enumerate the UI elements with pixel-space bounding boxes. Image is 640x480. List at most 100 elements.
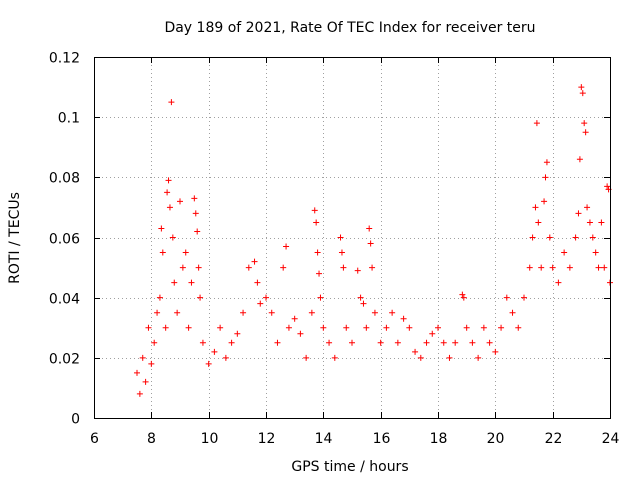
data-point [572,234,579,241]
x-tick-label: 12 [258,431,276,447]
data-point [303,354,310,361]
data-point [486,339,493,346]
data-point [317,294,324,301]
data-point [257,300,264,307]
data-point [274,339,281,346]
data-point [367,240,374,247]
data-point [145,324,152,331]
data-point [412,348,419,355]
data-point [354,267,361,274]
data-point [423,339,430,346]
data-point [509,309,516,316]
data-point [188,279,195,286]
data-point [283,243,290,250]
data-point [251,258,258,265]
data-point [575,210,582,217]
data-point [159,249,166,256]
data-point [360,300,367,307]
data-point [240,309,247,316]
data-point [199,339,206,346]
data-point [542,174,549,181]
data-point [313,219,320,226]
data-point [211,348,218,355]
data-point [578,84,585,91]
data-point [377,339,384,346]
data-point [182,249,189,256]
data-point [452,339,459,346]
data-point [174,309,181,316]
data-point [164,189,171,196]
data-point [285,324,292,331]
data-point [503,294,510,301]
data-point [297,330,304,337]
data-point [592,249,599,256]
data-point [480,324,487,331]
data-point [136,390,143,397]
data-point [162,324,169,331]
x-tick-label: 14 [315,431,333,447]
data-point [222,354,229,361]
data-point [446,354,453,361]
data-point [179,264,186,271]
data-point [291,315,298,322]
data-point [311,207,318,214]
data-point [169,234,176,241]
y-tick-label: 0.02 [49,352,80,368]
data-point [191,195,198,202]
x-tick-label: 18 [430,431,448,447]
chart-title: Day 189 of 2021, Rate Of TEC Index for r… [164,20,535,36]
data-point [429,330,436,337]
data-point [142,378,149,385]
data-point [581,120,588,127]
x-tick-label: 24 [602,431,620,447]
data-point [521,294,527,301]
data-point [584,204,591,211]
data-point [463,324,470,331]
data-point [151,339,158,346]
grid [94,57,610,418]
y-axis-label: ROTI / TECUs [7,192,23,284]
data-point [139,354,146,361]
data-point [349,339,355,346]
data-point [589,234,596,241]
data-point [459,291,466,298]
data-point [498,324,505,331]
y-tick-label: 0.12 [49,51,80,67]
data-point [543,159,550,166]
data-point [582,129,589,136]
data-point [134,369,140,376]
y-tick-label: 0.08 [49,171,80,187]
y-tick-label: 0.06 [49,232,80,248]
data-point [538,264,545,271]
data-point [254,279,261,286]
x-tick-labels: 6 8 10 12 14 16 18 20 22 24 [90,431,619,447]
data-point [475,354,482,361]
data-point [598,219,605,226]
data-points [134,84,613,397]
data-point [417,354,424,361]
data-point [394,339,401,346]
data-point [529,234,536,241]
data-point [492,348,499,355]
data-point [555,279,562,286]
data-point [400,315,407,322]
data-point [460,294,467,301]
data-point [185,324,192,331]
data-point [406,324,413,331]
data-point [158,225,165,232]
x-tick-label: 10 [201,431,219,447]
y-tick-label: 0.04 [49,292,80,308]
data-point [604,183,611,190]
data-point [532,204,539,211]
data-point [541,198,548,205]
data-point [469,339,476,346]
x-tick-label: 16 [373,431,391,447]
data-point [566,264,573,271]
data-point [579,90,586,97]
data-point [148,360,155,367]
data-point [515,324,522,331]
data-point [340,264,347,271]
data-point [156,294,163,301]
data-point [217,324,224,331]
